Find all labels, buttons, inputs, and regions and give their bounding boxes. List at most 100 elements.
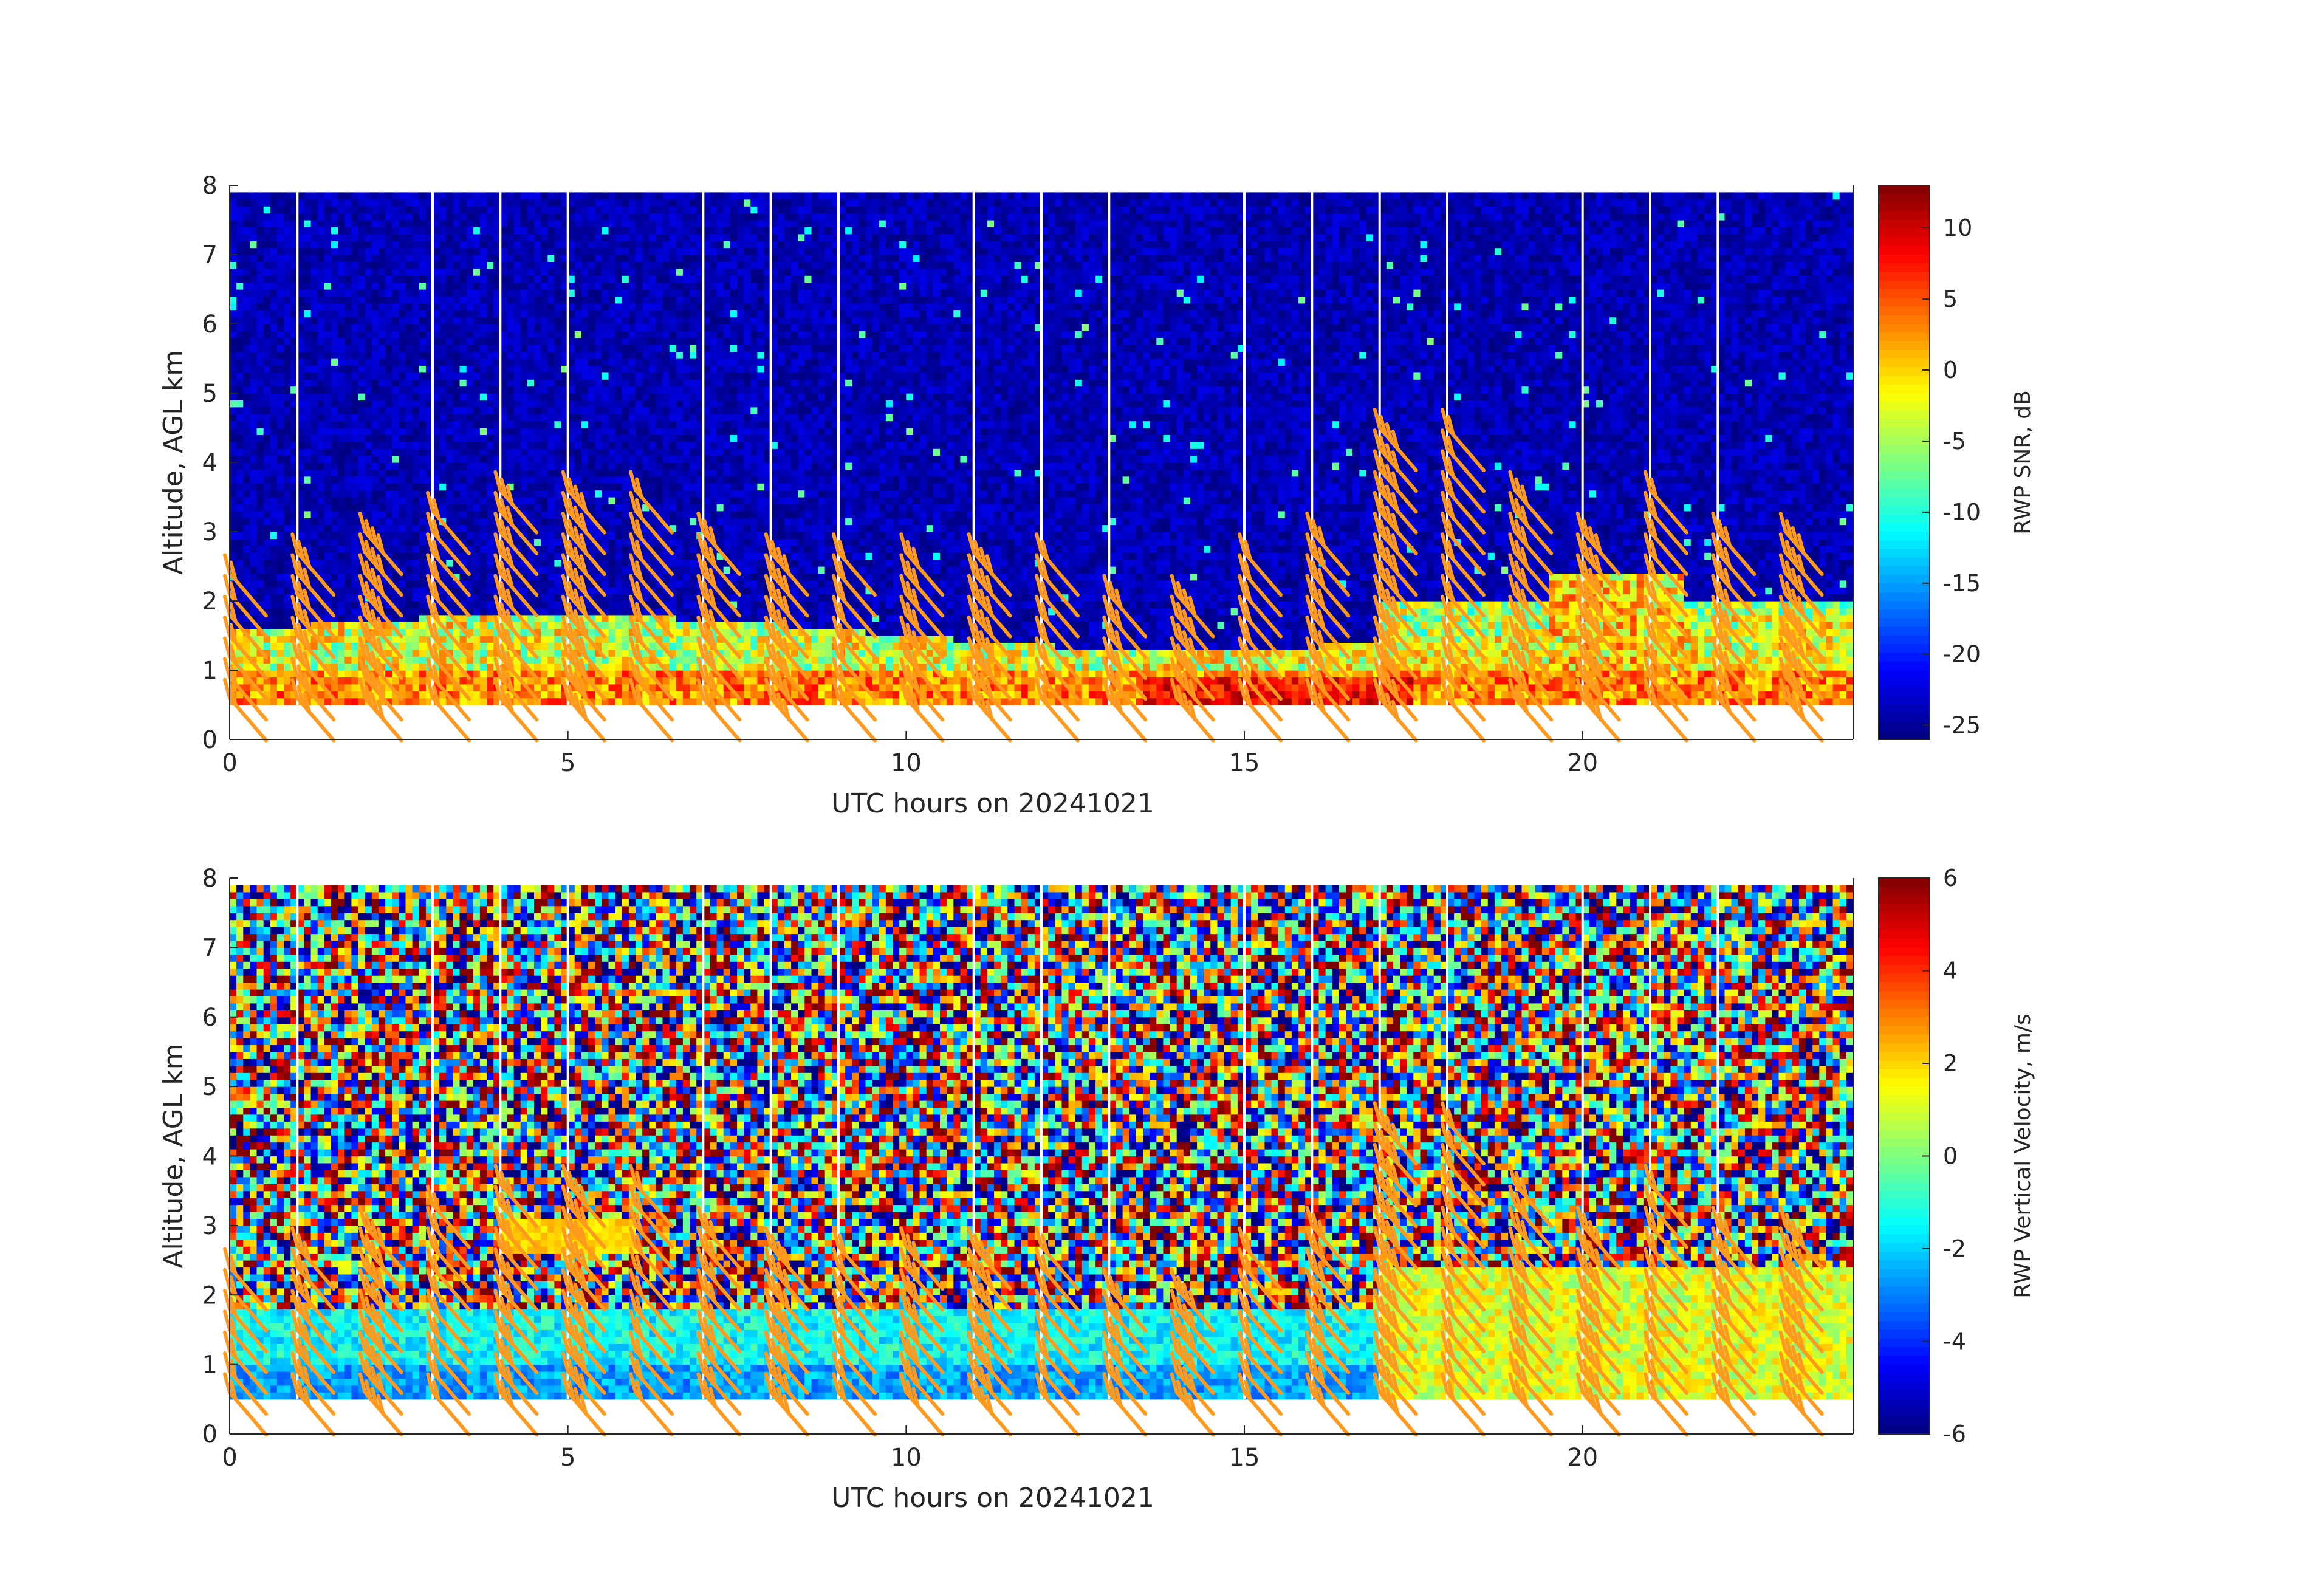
- heatmap-cell: [642, 296, 650, 303]
- heatmap-cell: [250, 629, 257, 636]
- heatmap-cell: [480, 504, 487, 511]
- heatmap-cell: [534, 476, 541, 484]
- heatmap-cell: [277, 650, 284, 657]
- heatmap-cell: [609, 269, 616, 276]
- heatmap-cell: [270, 213, 278, 221]
- heatmap-cell: [480, 269, 487, 276]
- heatmap-cell: [379, 234, 386, 241]
- heatmap-cell: [595, 372, 602, 380]
- heatmap-cell: [507, 317, 515, 324]
- heatmap-cell: [351, 587, 358, 594]
- heatmap-cell: [358, 352, 366, 359]
- heatmap-cell: [473, 573, 481, 580]
- heatmap-cell: [406, 684, 413, 691]
- heatmap-cell: [588, 504, 595, 511]
- heatmap-cell: [311, 269, 318, 276]
- heatmap-cell: [243, 393, 250, 400]
- heatmap-cell: [344, 352, 352, 359]
- heatmap-cell: [324, 317, 332, 324]
- heatmap-cell: [473, 462, 481, 470]
- heatmap-cell: [243, 552, 250, 560]
- heatmap-cell: [351, 532, 358, 539]
- heatmap-cell: [595, 386, 602, 394]
- heatmap-cell: [460, 698, 467, 705]
- heatmap-cell: [413, 580, 420, 588]
- heatmap-cell: [446, 283, 453, 290]
- heatmap-cell: [439, 296, 447, 303]
- heatmap-cell: [318, 483, 325, 490]
- heatmap-cell: [318, 303, 325, 310]
- heatmap-cell: [277, 608, 284, 615]
- heatmap-cell: [487, 352, 494, 359]
- heatmap-cell: [534, 497, 541, 504]
- heatmap-cell: [365, 497, 372, 504]
- heatmap-cell: [541, 386, 548, 394]
- heatmap-cell: [344, 303, 352, 310]
- heatmap-cell: [338, 220, 345, 227]
- heatmap-cell: [595, 400, 602, 407]
- heatmap-cell: [406, 248, 413, 255]
- heatmap-cell: [487, 317, 494, 324]
- heatmap-cell: [487, 331, 494, 338]
- heatmap-cell: [521, 434, 528, 442]
- heatmap-cell: [243, 234, 250, 241]
- heatmap-cell: [480, 289, 487, 297]
- heatmap-cell: [541, 518, 548, 525]
- heatmap-cell: [439, 469, 447, 476]
- heatmap-cell: [311, 552, 318, 560]
- heatmap-cell: [473, 393, 481, 400]
- heatmap-cell: [534, 289, 541, 297]
- heatmap-cell: [406, 213, 413, 221]
- heatmap-cell: [358, 442, 366, 449]
- heatmap-cell: [419, 275, 427, 283]
- heatmap-cell: [467, 338, 474, 345]
- heatmap-cell: [575, 407, 582, 414]
- heatmap-cell: [487, 234, 494, 241]
- heatmap-cell: [507, 234, 515, 241]
- heatmap-cell: [609, 261, 616, 269]
- heatmap-cell: [622, 317, 629, 324]
- heatmap-cell: [344, 241, 352, 248]
- heatmap-cell: [473, 213, 481, 221]
- heatmap-cell: [480, 428, 487, 435]
- heatmap-cell: [467, 261, 474, 269]
- heatmap-cell: [413, 615, 420, 622]
- heatmap-cell: [284, 317, 291, 324]
- heatmap-cell: [372, 365, 379, 372]
- heatmap-cell: [324, 241, 332, 248]
- heatmap-cell: [379, 192, 386, 199]
- heatmap-cell: [453, 303, 460, 310]
- heatmap-cell: [338, 407, 345, 414]
- heatmap-cell: [588, 546, 595, 553]
- heatmap-cell: [344, 442, 352, 449]
- heatmap-cell: [480, 275, 487, 283]
- heatmap-cell: [379, 372, 386, 380]
- heatmap-cell: [284, 629, 291, 636]
- heatmap-cell: [344, 393, 352, 400]
- heatmap-cell: [642, 407, 650, 414]
- heatmap-cell: [636, 269, 643, 276]
- heatmap-cell: [521, 379, 528, 386]
- heatmap-cell: [636, 358, 643, 366]
- heatmap-cell: [547, 283, 555, 290]
- heatmap-cell: [318, 352, 325, 359]
- heatmap-cell: [365, 331, 372, 338]
- heatmap-cell: [277, 352, 284, 359]
- heatmap-cell: [547, 261, 555, 269]
- heatmap-cell: [649, 434, 656, 442]
- heatmap-cell: [609, 248, 616, 255]
- heatmap-cell: [257, 303, 264, 310]
- heatmap-cell: [446, 442, 453, 449]
- heatmap-cell: [385, 497, 392, 504]
- heatmap-cell: [467, 275, 474, 283]
- heatmap-cell: [534, 372, 541, 380]
- heatmap-cell: [270, 664, 278, 671]
- heatmap-cell: [277, 338, 284, 345]
- heatmap-cell: [270, 691, 278, 698]
- heatmap-cell: [615, 269, 623, 276]
- heatmap-cell: [379, 400, 386, 407]
- heatmap-cell: [419, 566, 427, 574]
- heatmap-cell: [547, 622, 555, 629]
- heatmap-cell: [460, 352, 467, 359]
- heatmap-cell: [439, 213, 447, 221]
